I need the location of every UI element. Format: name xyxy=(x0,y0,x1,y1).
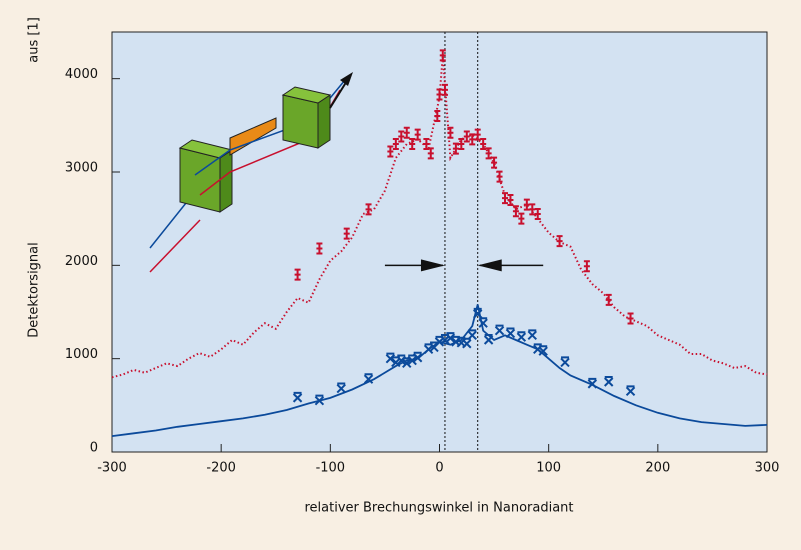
x-tick-label: -300 xyxy=(97,461,127,476)
x-tick-label: -100 xyxy=(316,461,346,476)
corner-label: aus [1] xyxy=(27,17,42,63)
y-tick-label: 0 xyxy=(90,441,98,456)
x-tick-label: 0 xyxy=(435,461,443,476)
x-tick-label: 200 xyxy=(645,461,670,476)
y-tick-label: 3000 xyxy=(65,161,98,176)
x-tick-label: 300 xyxy=(755,461,780,476)
y-tick-label: 2000 xyxy=(65,254,98,269)
x-tick-label: 100 xyxy=(536,461,561,476)
chart: aus [1] Detektorsignal relativer Brechun… xyxy=(0,0,801,550)
y-axis-label: Detektorsignal xyxy=(27,242,42,337)
y-tick-label: 4000 xyxy=(65,67,98,82)
x-axis-label: relativer Brechungswinkel in Nanoradiant xyxy=(304,501,573,516)
y-tick-label: 1000 xyxy=(65,347,98,362)
x-tick-label: -200 xyxy=(206,461,236,476)
